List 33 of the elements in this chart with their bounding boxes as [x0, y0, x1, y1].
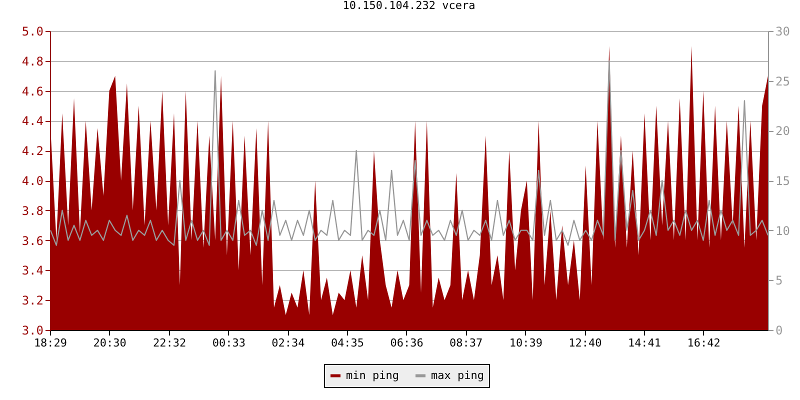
y-tick-label: 4.0: [22, 174, 44, 188]
y2-tick-label: 5: [776, 274, 783, 288]
y2-tick-label: 25: [776, 74, 790, 88]
y-tick-label: 4.6: [22, 84, 44, 98]
y2-tick-label: 10: [776, 224, 790, 238]
y-tick-label: 3.0: [22, 324, 44, 338]
chart-title: 10.150.104.232 vcera: [342, 0, 476, 12]
x-tick-label: 12:40: [568, 336, 602, 350]
x-tick-label: 08:37: [450, 336, 483, 350]
y-tick-label: 4.8: [22, 54, 44, 68]
x-tick-label: 18:29: [34, 336, 68, 350]
x-tick-label: 06:36: [390, 336, 424, 350]
y2-tick-label: 20: [776, 124, 790, 138]
x-tick-label: 04:35: [330, 336, 364, 350]
x-tick-label: 10:39: [509, 336, 542, 350]
y-tick-label: 3.6: [22, 234, 44, 248]
y-tick-label: 4.4: [22, 114, 44, 128]
x-tick-label: 00:33: [212, 336, 246, 350]
y2-tick-label: 15: [776, 174, 790, 188]
x-tick-label: 20:30: [93, 336, 126, 350]
y2-tick-label: 30: [776, 24, 790, 38]
legend-label: max ping: [431, 368, 484, 382]
x-tick-label: 16:42: [687, 336, 720, 350]
x-tick-label: 14:41: [628, 336, 662, 350]
y-tick-label: 4.2: [22, 144, 44, 158]
y-tick-label: 3.2: [22, 294, 44, 308]
y-tick-label: 3.8: [22, 204, 44, 218]
y-tick-label: 5.0: [22, 24, 44, 38]
y-tick-label: 3.4: [22, 264, 44, 278]
x-tick-label: 02:34: [272, 336, 306, 350]
legend-label: min ping: [346, 368, 399, 382]
y2-tick-label: 0: [776, 324, 783, 338]
x-tick-label: 22:32: [153, 336, 186, 350]
